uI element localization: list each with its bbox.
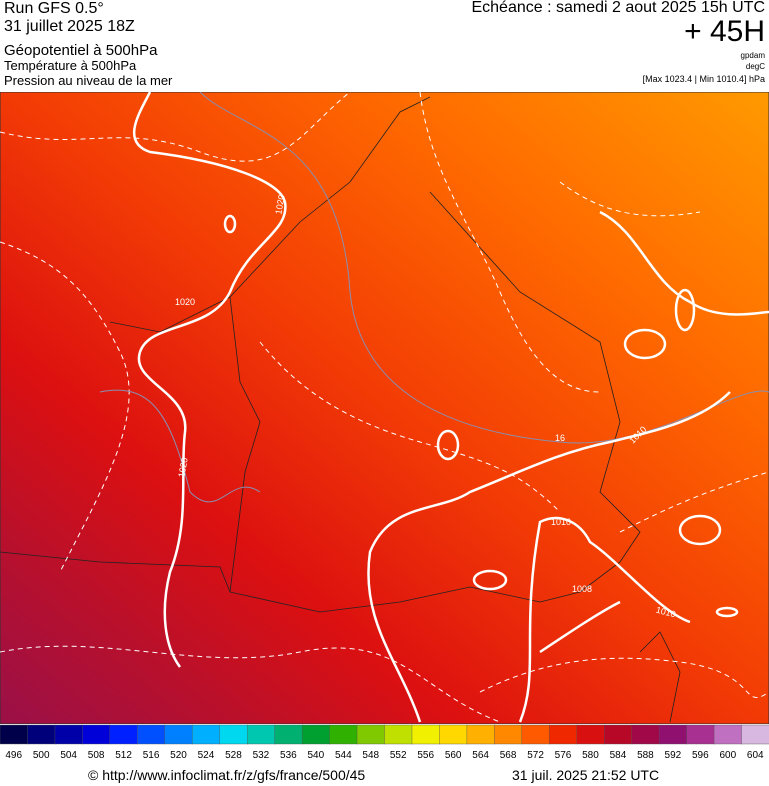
color-swatch bbox=[164, 724, 193, 745]
scale-label: 520 bbox=[170, 750, 187, 761]
scale-label: 512 bbox=[115, 750, 132, 761]
scale-label: 524 bbox=[198, 750, 215, 761]
scale-label: 600 bbox=[719, 750, 736, 761]
color-swatch bbox=[356, 724, 386, 745]
scale-label: 584 bbox=[610, 750, 627, 761]
contour-label: 16 bbox=[555, 433, 565, 443]
color-swatch bbox=[246, 724, 276, 745]
isobars bbox=[132, 92, 769, 723]
contour-label: 1020 bbox=[176, 457, 189, 478]
color-swatch bbox=[549, 724, 578, 745]
field: Température à 500hPa bbox=[4, 58, 137, 73]
coastline bbox=[0, 96, 681, 723]
scale-label: 504 bbox=[60, 750, 77, 761]
scale-label: 516 bbox=[143, 750, 160, 761]
unit: degC bbox=[745, 62, 765, 71]
scale-label: 568 bbox=[500, 750, 517, 761]
color-swatch bbox=[301, 724, 331, 745]
source-url: © http://www.infoclimat.fr/z/gfs/france/… bbox=[88, 767, 366, 783]
scale-label: 572 bbox=[527, 750, 544, 761]
temperature-field bbox=[0, 92, 769, 724]
contour-label: 1020 bbox=[175, 297, 195, 307]
color-swatch bbox=[494, 724, 523, 745]
contour-label: 1020 bbox=[273, 194, 286, 215]
color-swatch bbox=[219, 724, 248, 745]
field: Pression au niveau de la mer bbox=[4, 73, 173, 88]
scale-label: 496 bbox=[5, 750, 22, 761]
color-swatch bbox=[137, 724, 166, 745]
scale-label: 604 bbox=[747, 750, 764, 761]
color-swatch bbox=[329, 724, 358, 745]
color-swatch bbox=[0, 724, 29, 745]
color-scale: 496 500 504 508 512 516 520 524 528 532 536 540 544 5… bbox=[0, 724, 769, 761]
run-date: 31 juillet 2025 18Z bbox=[4, 18, 135, 35]
color-swatch bbox=[109, 724, 139, 745]
scale-label: 540 bbox=[307, 750, 324, 761]
scale-label: 532 bbox=[253, 750, 270, 761]
color-swatch bbox=[576, 724, 605, 745]
scale-label: 576 bbox=[555, 750, 572, 761]
valid-time: Echéance : samedi 2 aout 2025 15h UTC bbox=[471, 0, 765, 16]
contour-label: 1010 bbox=[551, 517, 571, 527]
scale-label: 596 bbox=[692, 750, 709, 761]
scale-label: 544 bbox=[335, 750, 352, 761]
scale-label: 552 bbox=[390, 750, 407, 761]
color-swatch bbox=[658, 724, 688, 745]
pressure-range: [Max 1023.4 | Min 1010.4] hPa bbox=[642, 74, 765, 84]
color-swatch bbox=[27, 724, 56, 745]
run: Run GFS 0.5° bbox=[4, 0, 104, 17]
scale-label: 548 bbox=[362, 750, 379, 761]
color-swatch bbox=[54, 724, 84, 745]
scale-label: 592 bbox=[665, 750, 682, 761]
lead-time: + 45H bbox=[684, 15, 765, 48]
scale-label: 556 bbox=[417, 750, 434, 761]
color-swatch bbox=[631, 724, 660, 745]
scale-label: 536 bbox=[280, 750, 297, 761]
color-swatch bbox=[741, 724, 769, 745]
scale-label: 560 bbox=[445, 750, 462, 761]
color-swatch bbox=[686, 724, 715, 745]
field: Géopotentiel à 500hPa bbox=[4, 42, 158, 59]
unit: gpdam bbox=[740, 51, 765, 60]
color-swatch bbox=[439, 724, 468, 745]
scale-label: 588 bbox=[637, 750, 654, 761]
scale-label: 564 bbox=[472, 750, 489, 761]
color-swatch bbox=[521, 724, 550, 745]
color-swatch bbox=[411, 724, 441, 745]
color-swatch bbox=[604, 724, 633, 745]
scale-label: 508 bbox=[88, 750, 105, 761]
scale-label: 580 bbox=[582, 750, 599, 761]
scale-label: 500 bbox=[33, 750, 50, 761]
geopotential bbox=[99, 92, 769, 503]
color-swatch bbox=[192, 724, 221, 745]
color-swatch bbox=[274, 724, 303, 745]
scale-label: 528 bbox=[225, 750, 242, 761]
color-swatch bbox=[713, 724, 743, 745]
creation-date: 31 juil. 2025 21:52 UTC bbox=[512, 767, 660, 783]
isotherms bbox=[0, 92, 769, 723]
color-swatch bbox=[82, 724, 111, 745]
contour-label: 1008 bbox=[572, 584, 592, 594]
color-swatch bbox=[466, 724, 496, 745]
color-swatch bbox=[384, 724, 413, 745]
